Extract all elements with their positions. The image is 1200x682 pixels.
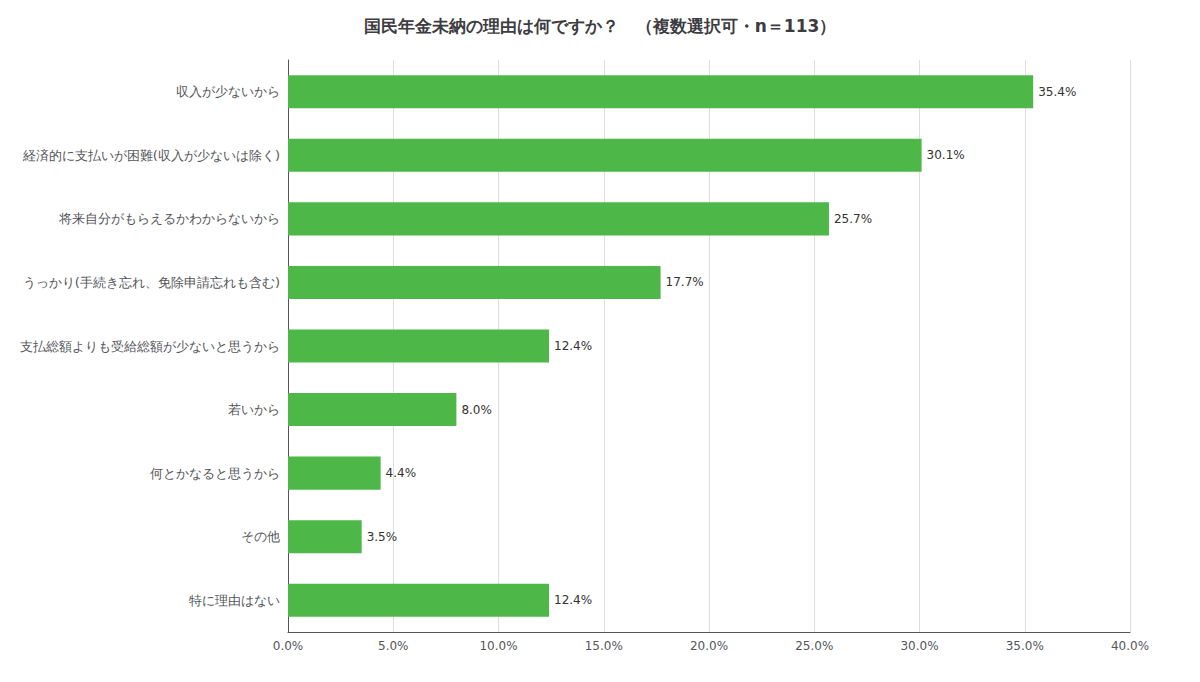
svg-text:25.0%: 25.0% — [795, 639, 833, 653]
svg-text:12.4%: 12.4% — [554, 593, 592, 607]
svg-text:0.0%: 0.0% — [273, 639, 304, 653]
svg-text:国民年金未納の理由は何ですか？ （複数選択可・n＝113）: 国民年金未納の理由は何ですか？ （複数選択可・n＝113） — [364, 16, 837, 36]
svg-text:35.4%: 35.4% — [1038, 85, 1076, 99]
svg-text:30.1%: 30.1% — [927, 148, 965, 162]
svg-text:何とかなると思うから: 何とかなると思うから — [150, 466, 280, 481]
svg-text:20.0%: 20.0% — [690, 639, 728, 653]
svg-text:3.5%: 3.5% — [367, 530, 398, 544]
svg-text:12.4%: 12.4% — [554, 339, 592, 353]
svg-text:支払総額よりも受給総額が少ないと思うから: 支払総額よりも受給総額が少ないと思うから — [20, 339, 280, 354]
svg-text:30.0%: 30.0% — [900, 639, 938, 653]
svg-text:うっかり(手続き忘れ、免除申請忘れも含む): うっかり(手続き忘れ、免除申請忘れも含む) — [23, 275, 280, 290]
svg-text:5.0%: 5.0% — [378, 639, 409, 653]
svg-text:収入が少ないから: 収入が少ないから — [176, 84, 280, 99]
svg-text:経済的に支払いが困難(収入が少ないは除く): 経済的に支払いが困難(収入が少ないは除く) — [22, 148, 280, 163]
svg-text:15.0%: 15.0% — [585, 639, 623, 653]
svg-text:17.7%: 17.7% — [666, 275, 704, 289]
svg-text:4.4%: 4.4% — [386, 466, 417, 480]
svg-text:特に理由はない: 特に理由はない — [189, 593, 280, 608]
svg-text:40.0%: 40.0% — [1111, 639, 1149, 653]
svg-text:25.7%: 25.7% — [834, 212, 872, 226]
svg-text:若いから: 若いから — [228, 402, 280, 417]
svg-text:8.0%: 8.0% — [461, 403, 492, 417]
svg-text:その他: その他 — [241, 529, 280, 544]
svg-text:10.0%: 10.0% — [479, 639, 517, 653]
svg-text:35.0%: 35.0% — [1006, 639, 1044, 653]
svg-text:将来自分がもらえるかわからないから: 将来自分がもらえるかわからないから — [58, 211, 280, 226]
